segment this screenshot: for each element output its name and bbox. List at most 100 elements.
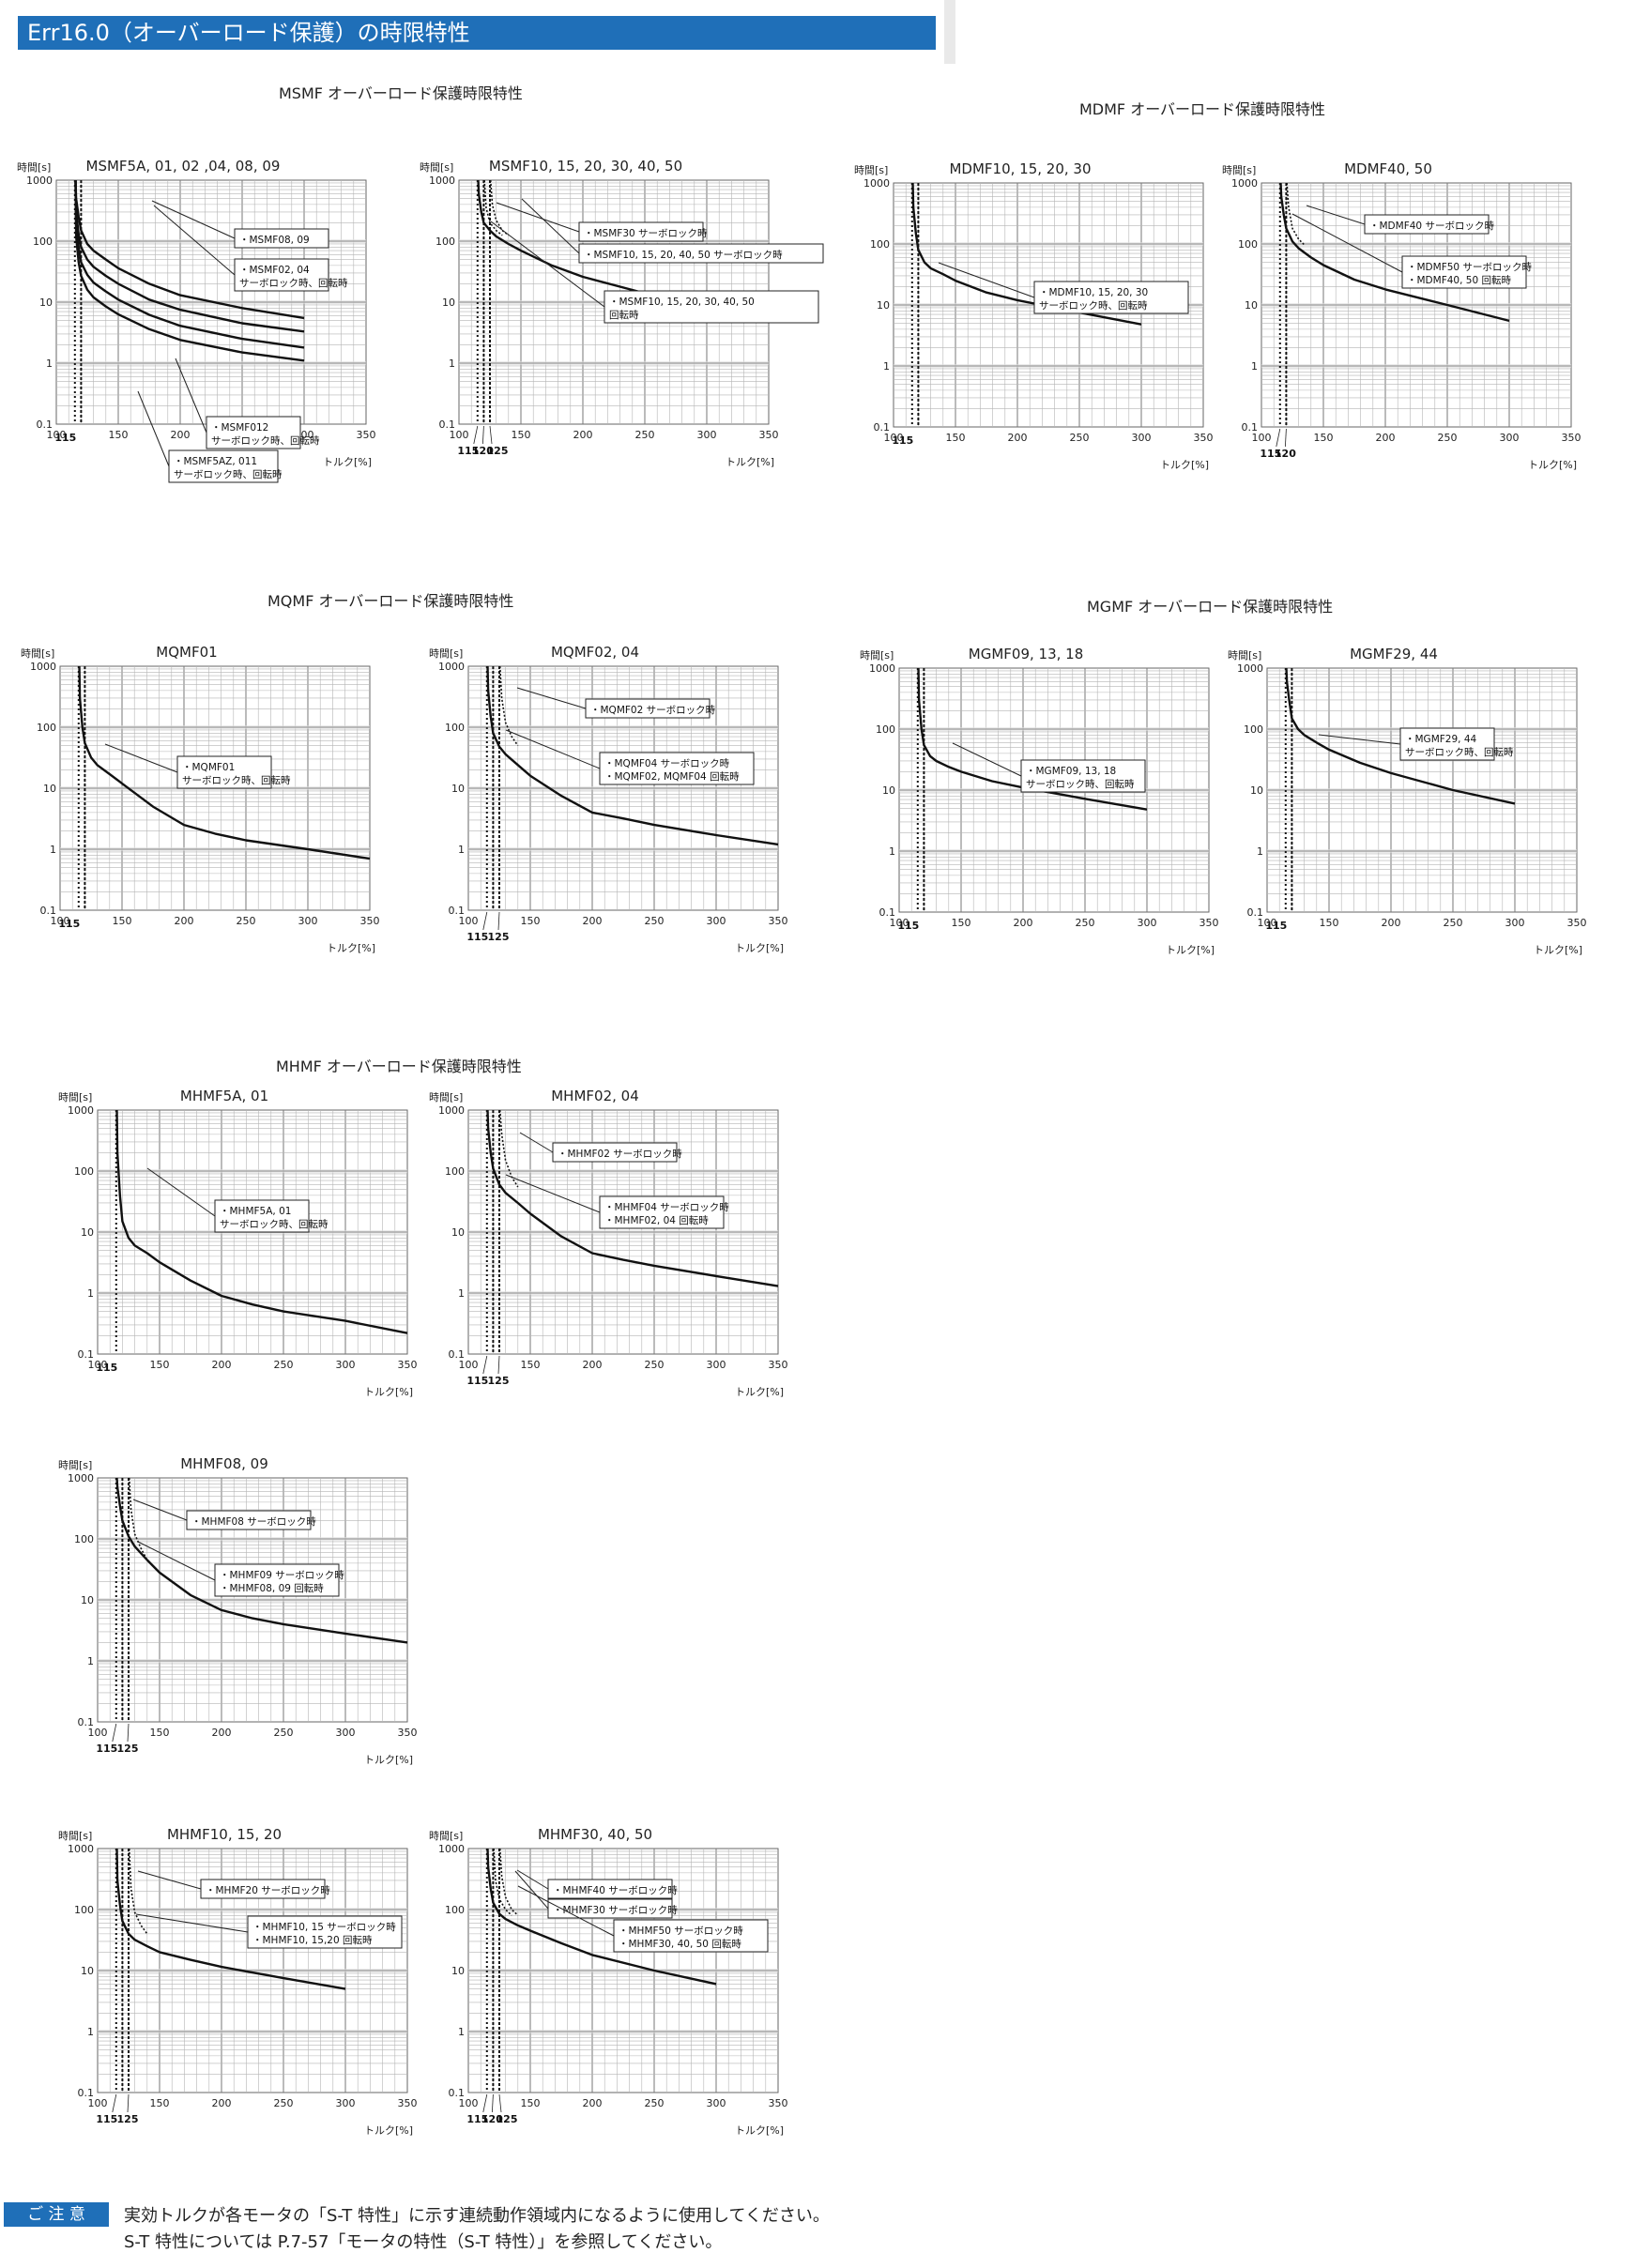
marker-leader	[1276, 428, 1281, 448]
x-tick-label: 200	[212, 2097, 232, 2109]
y-tick-label: 0.1	[78, 2087, 95, 2099]
marker-leader	[498, 2093, 502, 2113]
curve-dotted	[498, 1848, 519, 1916]
torque-marker-label: 115	[58, 918, 80, 930]
chart-mgmf29-44: MGMF29, 44 時間[s] 0.1 1 10 100 1000 100 150 200 250…	[1228, 631, 1603, 956]
x-tick-label: 100	[450, 429, 469, 441]
chart-mdmf10-30: MDMF10, 15, 20, 30 時間[s] 0.1 1 10 100 1000 100 1…	[854, 145, 1230, 471]
marker-leader	[482, 2093, 488, 2113]
annotation-box	[1020, 759, 1146, 793]
y-tick-label: 10	[81, 1965, 94, 1977]
annotation-box	[234, 228, 329, 249]
torque-marker-label: 125	[117, 1743, 139, 1755]
annotation-text: ・MHMF30, 40, 50 回転時	[619, 1939, 741, 1950]
x-tick-label: 200	[1376, 432, 1396, 444]
annotation-box	[206, 416, 301, 449]
y-tick-label: 100	[74, 1533, 94, 1545]
annotation-text: ・MGMF09, 13, 18	[1026, 766, 1116, 777]
curve-solid	[1285, 667, 1516, 805]
overload-chart-svg: MSMF5A, 01, 02 ,04, 08, 09 時間[s] 0.1 1 10 100…	[17, 158, 376, 483]
annotation-text: ・MSMF30 サーボロック時	[584, 228, 708, 239]
x-tick-label: 150	[946, 432, 966, 444]
overload-chart-svg: MQMF01 時間[s] 0.1 1 10 100 1000 100 150 200 250 300 3…	[21, 644, 380, 954]
curve-solid	[477, 179, 708, 307]
y-tick-label: 1	[458, 1287, 465, 1300]
annotation-text: ・MHMF20 サーボロック時	[206, 1885, 330, 1896]
curve-solid	[486, 665, 779, 846]
x-axis-label: トルク[%]	[735, 942, 784, 954]
annotation-text: ・MQMF01	[182, 762, 235, 773]
caution-note: ご 注 意 実効トルクが各モータの「S-T 特性」に示す連続動作領域内になるよう…	[4, 2202, 1036, 2259]
annotation-text: ・MSMF012	[211, 422, 268, 434]
annotation-text: ・MHMF04 サーボロック時	[604, 1202, 729, 1213]
decade-band	[56, 239, 366, 243]
x-tick-label: 300	[1505, 917, 1525, 929]
annotation-text: サーボロック時、回転時	[211, 435, 320, 447]
x-tick-label: 200	[583, 1359, 603, 1371]
x-tick-label: 250	[274, 1359, 294, 1371]
annotation-leader	[505, 729, 601, 769]
mqmf-group-title: MQMF オーバーロード保護時限特性	[267, 592, 514, 610]
y-tick-label: 10	[442, 297, 455, 309]
chart-title: MHMF10, 15, 20	[167, 1826, 282, 1843]
y-tick-label: 10	[882, 784, 895, 797]
annotation-text: ・MHMF30 サーボロック時	[553, 1905, 678, 1916]
x-axis-label: トルク[%]	[1528, 459, 1577, 471]
decade-band	[98, 1537, 407, 1541]
x-tick-label: 150	[521, 1359, 541, 1371]
curve-solid	[115, 1109, 408, 1334]
annotation-leader	[516, 1869, 549, 1890]
annotation-text: サーボロック時、回転時	[182, 775, 291, 786]
annotation-text: ・MHMF08, 09 回転時	[220, 1583, 324, 1594]
x-tick-label: 100	[884, 432, 904, 444]
torque-marker-label: 120	[472, 445, 494, 457]
annotation-leader	[505, 1174, 601, 1213]
y-tick-label: 100	[1244, 723, 1263, 736]
y-axis-label: 時間[s]	[854, 164, 888, 176]
x-tick-label: 200	[573, 429, 593, 441]
overload-chart-svg: MHMF02, 04 時間[s] 0.1 1 10 100 1000 100 150 200 250…	[429, 1088, 788, 1398]
y-tick-label: 1	[1257, 845, 1263, 858]
y-tick-label: 100	[445, 722, 465, 734]
overload-chart-svg: MQMF02, 04 時間[s] 0.1 1 10 100 1000 100 150 200 250…	[429, 644, 788, 954]
overload-chart-svg: MHMF30, 40, 50 時間[s] 0.1 1 10 100 1000 100 150 20…	[429, 1826, 788, 2137]
x-axis-label: トルク[%]	[364, 2124, 413, 2137]
x-tick-label: 150	[150, 1727, 170, 1739]
annotation-leader	[517, 1885, 615, 1937]
decade-band	[60, 847, 370, 851]
grid-group	[467, 1109, 779, 1355]
y-tick-label: 100	[74, 1165, 94, 1178]
y-tick-label: 100	[1238, 238, 1258, 251]
decade-band	[468, 1969, 778, 1972]
curve-dotted	[128, 1848, 148, 1935]
annotation-leader	[104, 743, 178, 773]
y-axis-label: 時間[s]	[1228, 649, 1261, 662]
x-tick-label: 200	[1008, 432, 1028, 444]
header-divider	[944, 0, 955, 64]
x-tick-label: 350	[357, 429, 376, 441]
x-tick-label: 150	[113, 915, 132, 927]
marker-leader	[112, 1723, 117, 1743]
x-axis-label: トルク[%]	[735, 1386, 784, 1398]
x-tick-label: 100	[51, 915, 70, 927]
y-tick-label: 1000	[68, 1104, 94, 1117]
y-tick-label: 1000	[26, 175, 53, 187]
y-tick-label: 0.1	[879, 906, 896, 919]
y-axis-label: 時間[s]	[1222, 164, 1256, 176]
annotation-leader	[1306, 205, 1366, 225]
annotation-box	[578, 243, 824, 264]
torque-marker-label: 120	[481, 2113, 503, 2125]
x-tick-label: 300	[707, 1359, 726, 1371]
y-tick-label: 1000	[438, 1104, 465, 1117]
decade-band	[468, 847, 778, 851]
x-tick-label: 250	[274, 2097, 294, 2109]
annotation-text: サーボロック時、回転時	[1026, 779, 1135, 790]
x-tick-label: 200	[171, 429, 191, 441]
x-tick-label: 150	[521, 2097, 541, 2109]
x-tick-label: 100	[1258, 917, 1277, 929]
x-tick-label: 100	[459, 2097, 479, 2109]
x-tick-label: 200	[212, 1359, 232, 1371]
x-tick-label: 150	[109, 429, 129, 441]
marker-leader	[482, 425, 484, 445]
y-tick-label: 1	[87, 1287, 94, 1300]
